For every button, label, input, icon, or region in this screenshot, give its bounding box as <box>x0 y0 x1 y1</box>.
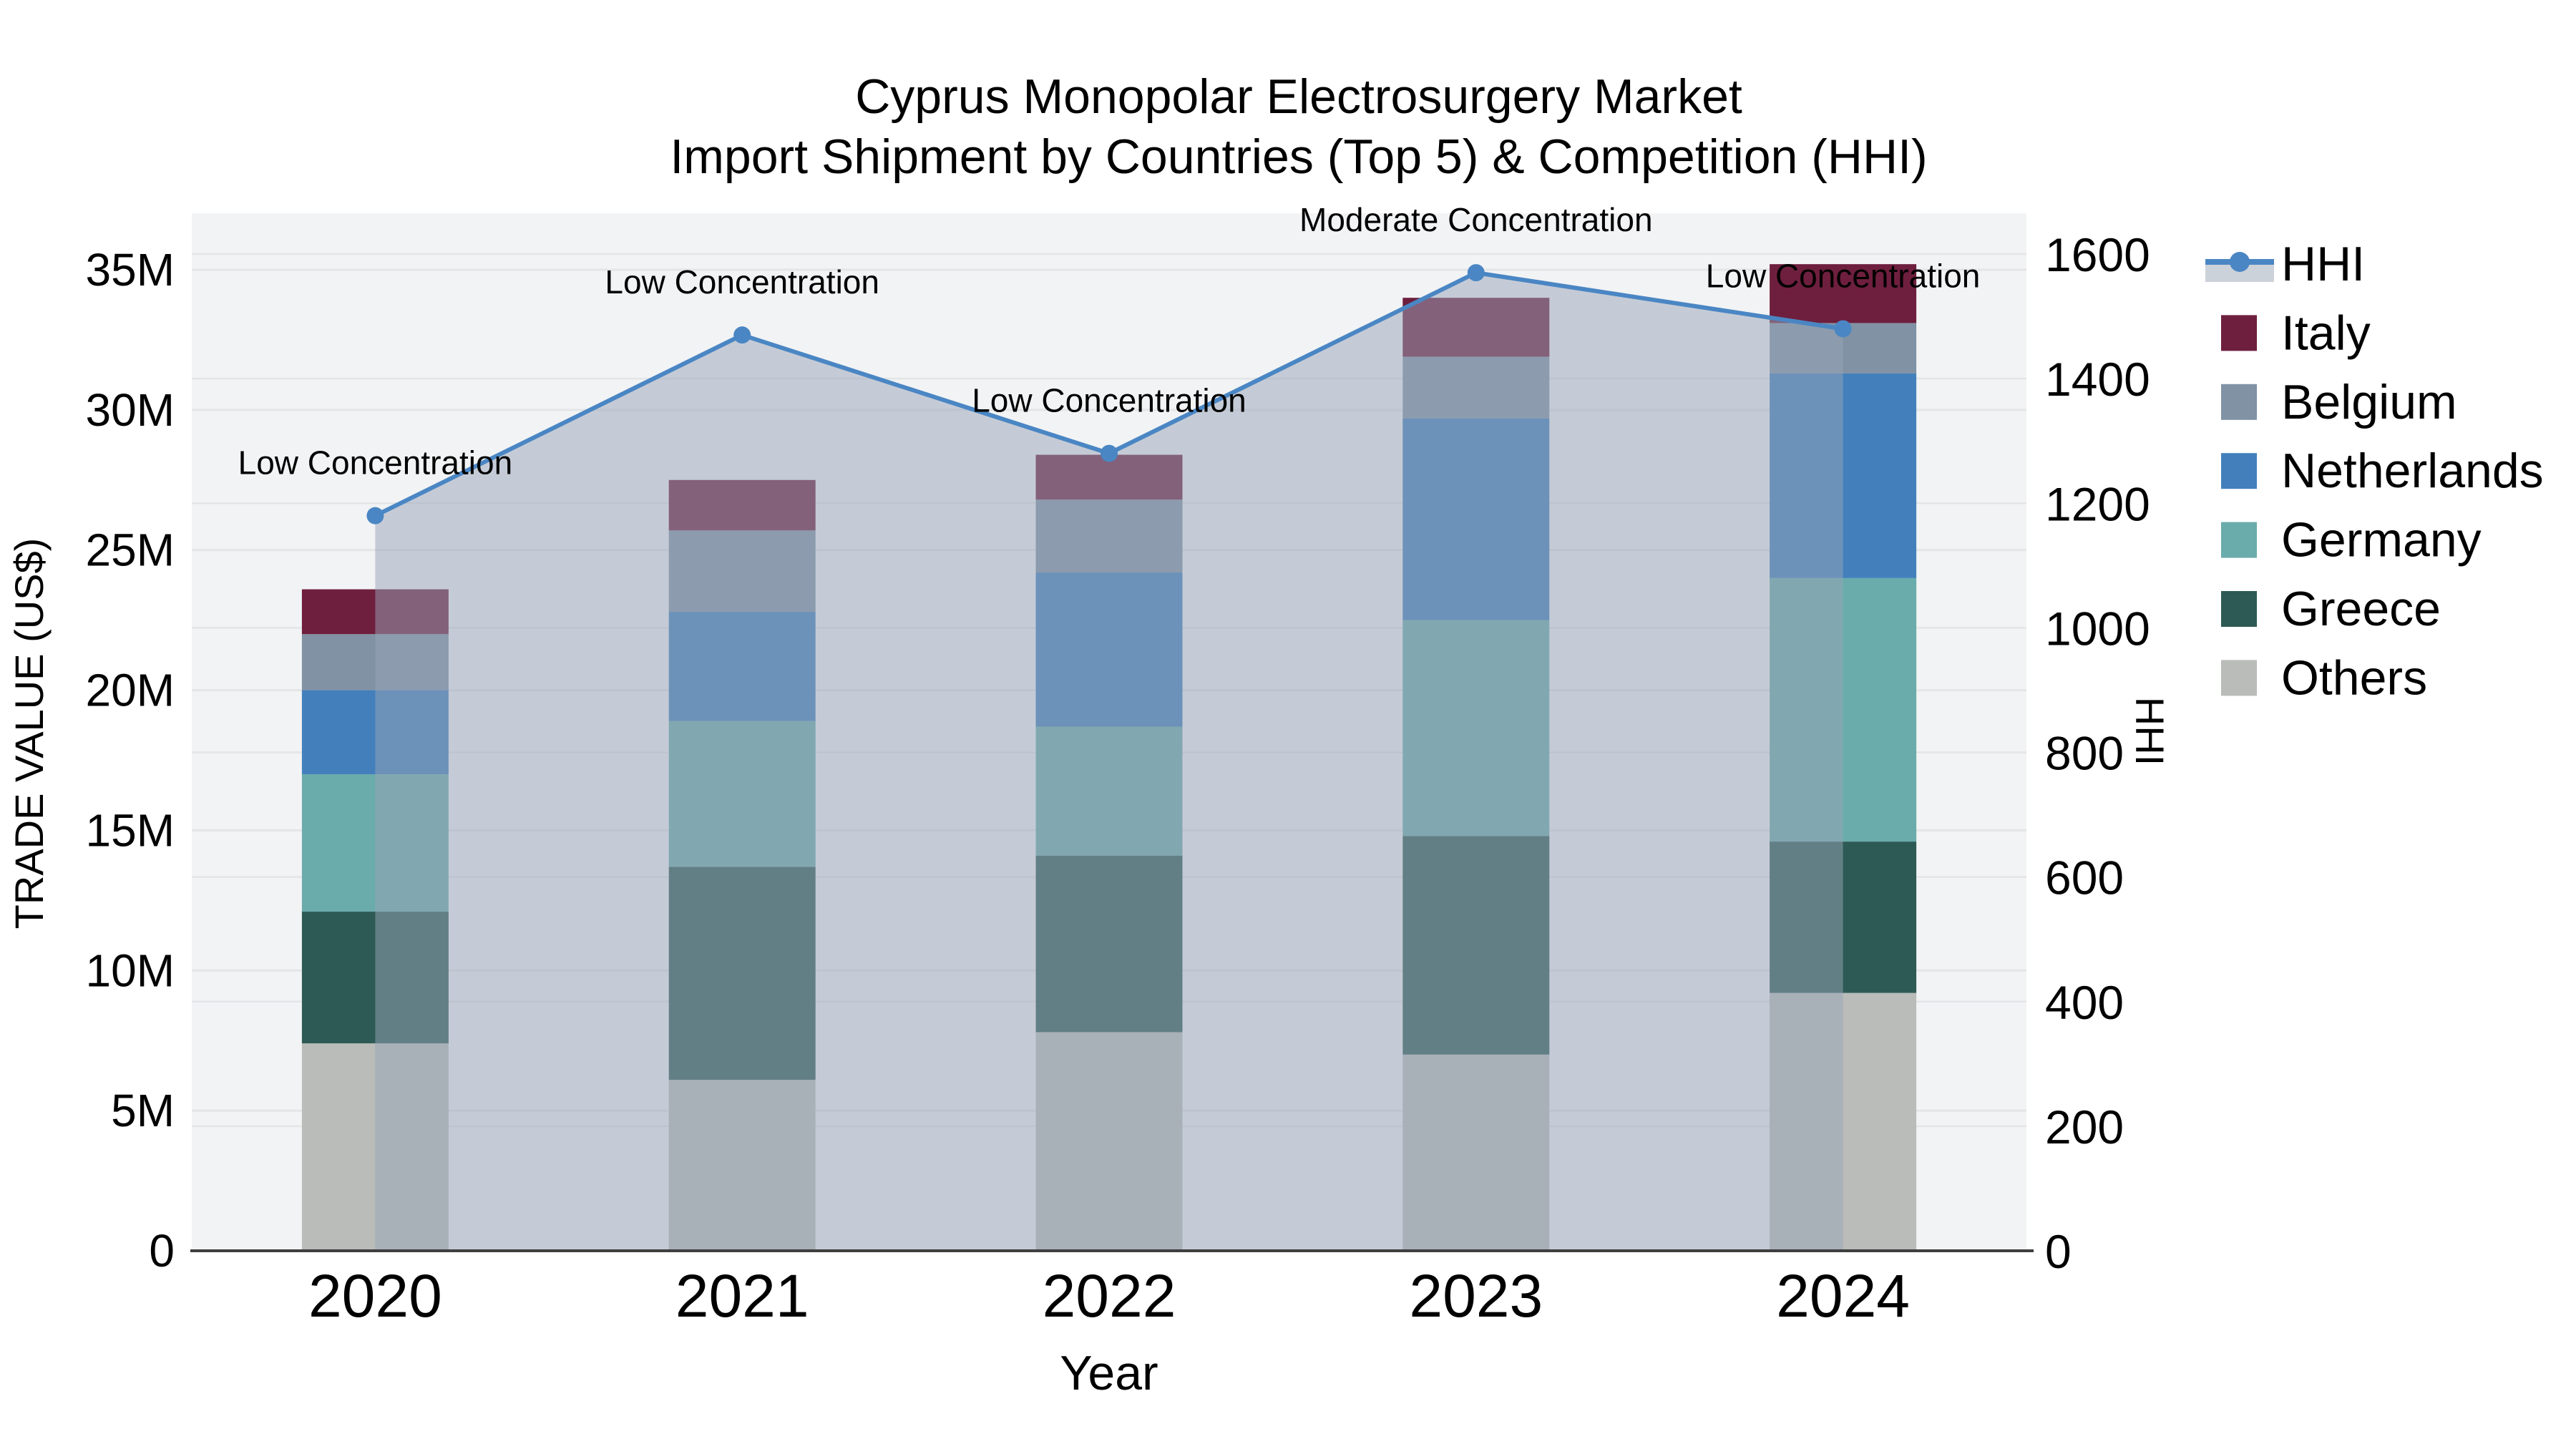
legend-label-belgium: Belgium <box>2281 375 2457 429</box>
bar-segment-2024-italy[interactable] <box>1770 264 1917 323</box>
legend-item-others[interactable]: Others <box>2221 650 2427 705</box>
hhi-point-2023[interactable] <box>1467 264 1485 282</box>
x-axis-title: Year <box>1060 1346 1158 1400</box>
y-right-tick-1600: 1600 <box>2045 228 2150 281</box>
y-left-tick-5M: 5M <box>111 1085 175 1136</box>
x-tick-2024: 2024 <box>1776 1262 1910 1330</box>
legend-item-belgium[interactable]: Belgium <box>2221 375 2457 429</box>
x-tick-2022: 2022 <box>1043 1262 1176 1330</box>
y-right-tick-600: 600 <box>2045 852 2124 904</box>
legend-swatch-germany <box>2221 522 2257 558</box>
legend-swatch-belgium <box>2221 384 2257 420</box>
legend-swatch-italy <box>2221 315 2257 351</box>
x-tick-2020: 2020 <box>308 1262 442 1330</box>
x-tick-2023: 2023 <box>1409 1262 1543 1330</box>
y-axis-title-left: TRADE VALUE (US$) <box>6 538 52 930</box>
y-left-tick-30M: 30M <box>86 384 175 436</box>
y-left-tick-0: 0 <box>149 1225 175 1277</box>
legend-label-others: Others <box>2281 650 2427 705</box>
hhi-point-2022[interactable] <box>1101 444 1118 462</box>
x-tick-2021: 2021 <box>675 1262 809 1330</box>
y-right-tick-800: 800 <box>2045 727 2124 780</box>
legend-label-germany: Germany <box>2281 513 2482 567</box>
legend-label-greece: Greece <box>2281 582 2441 636</box>
y-right-tick-1200: 1200 <box>2045 477 2150 530</box>
legend-swatch-greece <box>2221 591 2257 627</box>
y-right-tick-400: 400 <box>2045 976 2124 1029</box>
y-left-tick-25M: 25M <box>86 525 175 576</box>
annotation-2024: Low Concentration <box>1706 257 1981 294</box>
y-left-tick-15M: 15M <box>86 804 175 856</box>
hhi-point-2024[interactable] <box>1834 320 1852 338</box>
legend-swatch-netherlands <box>2221 453 2257 489</box>
y-axis-title-right: HHI <box>2127 697 2172 766</box>
legend-swatch-others <box>2221 660 2257 696</box>
y-right-tick-0: 0 <box>2045 1225 2072 1278</box>
y-left-tick-10M: 10M <box>86 945 175 996</box>
legend-item-netherlands[interactable]: Netherlands <box>2221 444 2544 498</box>
legend-item-greece[interactable]: Greece <box>2221 582 2441 636</box>
hhi-point-2021[interactable] <box>733 326 751 344</box>
y-left-tick-35M: 35M <box>86 244 175 296</box>
legend-item-italy[interactable]: Italy <box>2221 306 2371 360</box>
legend-label-netherlands: Netherlands <box>2281 444 2544 498</box>
legend-label-hhi: HHI <box>2281 237 2365 291</box>
legend-item-hhi[interactable]: HHI <box>2205 237 2365 291</box>
chart-title-line1: Cyprus Monopolar Electrosurgery Market <box>855 69 1742 124</box>
annotation-2020: Low Concentration <box>238 444 513 482</box>
y-right-tick-1000: 1000 <box>2045 602 2150 655</box>
legend-item-germany[interactable]: Germany <box>2221 513 2482 567</box>
annotation-2022: Low Concentration <box>972 382 1246 419</box>
y-right-tick-1400: 1400 <box>2045 353 2150 406</box>
y-right-tick-200: 200 <box>2045 1101 2124 1153</box>
chart-title-line2: Import Shipment by Countries (Top 5) & C… <box>670 130 1927 184</box>
legend-label-italy: Italy <box>2281 306 2371 360</box>
hhi-point-2020[interactable] <box>366 507 384 525</box>
annotation-2021: Low Concentration <box>605 263 879 301</box>
hhi-legend-marker-icon <box>2230 252 2250 272</box>
y-left-tick-20M: 20M <box>86 665 175 716</box>
annotation-2023: Moderate Concentration <box>1299 201 1653 238</box>
hhi-area-fill <box>375 273 1843 1251</box>
